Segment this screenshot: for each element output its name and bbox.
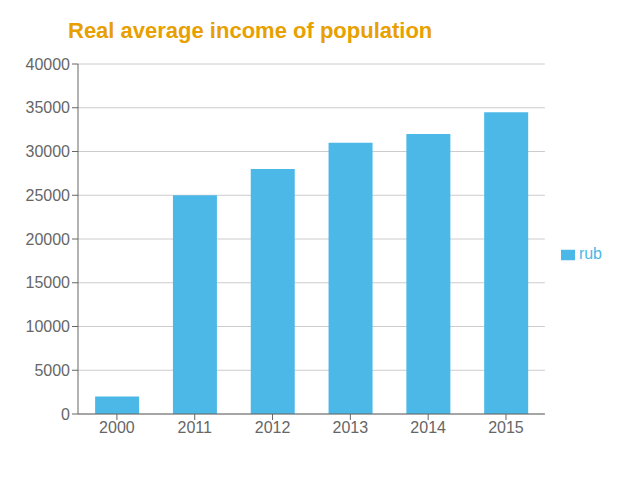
svg-text:15000: 15000 bbox=[26, 274, 71, 291]
svg-text:2015: 2015 bbox=[488, 419, 524, 436]
svg-text:35000: 35000 bbox=[26, 99, 71, 116]
html-text:rub: rub bbox=[578, 245, 602, 262]
svg-text:25000: 25000 bbox=[26, 187, 71, 204]
svg-text:20000: 20000 bbox=[26, 231, 71, 248]
svg-text:2014: 2014 bbox=[410, 419, 446, 436]
svg-text:2013: 2013 bbox=[333, 419, 369, 436]
svg-text:2012: 2012 bbox=[255, 419, 291, 436]
svg-text:5000: 5000 bbox=[34, 362, 70, 379]
svg-text:0: 0 bbox=[61, 406, 70, 423]
svg-text:30000: 30000 bbox=[26, 143, 71, 160]
svg-text:10000: 10000 bbox=[26, 318, 71, 335]
svg-text:2011: 2011 bbox=[178, 419, 213, 436]
svg-text:2000: 2000 bbox=[99, 419, 135, 436]
svg-text:40000: 40000 bbox=[26, 56, 71, 73]
html-text:Real average income of populat: Real average income of population bbox=[68, 18, 433, 43]
